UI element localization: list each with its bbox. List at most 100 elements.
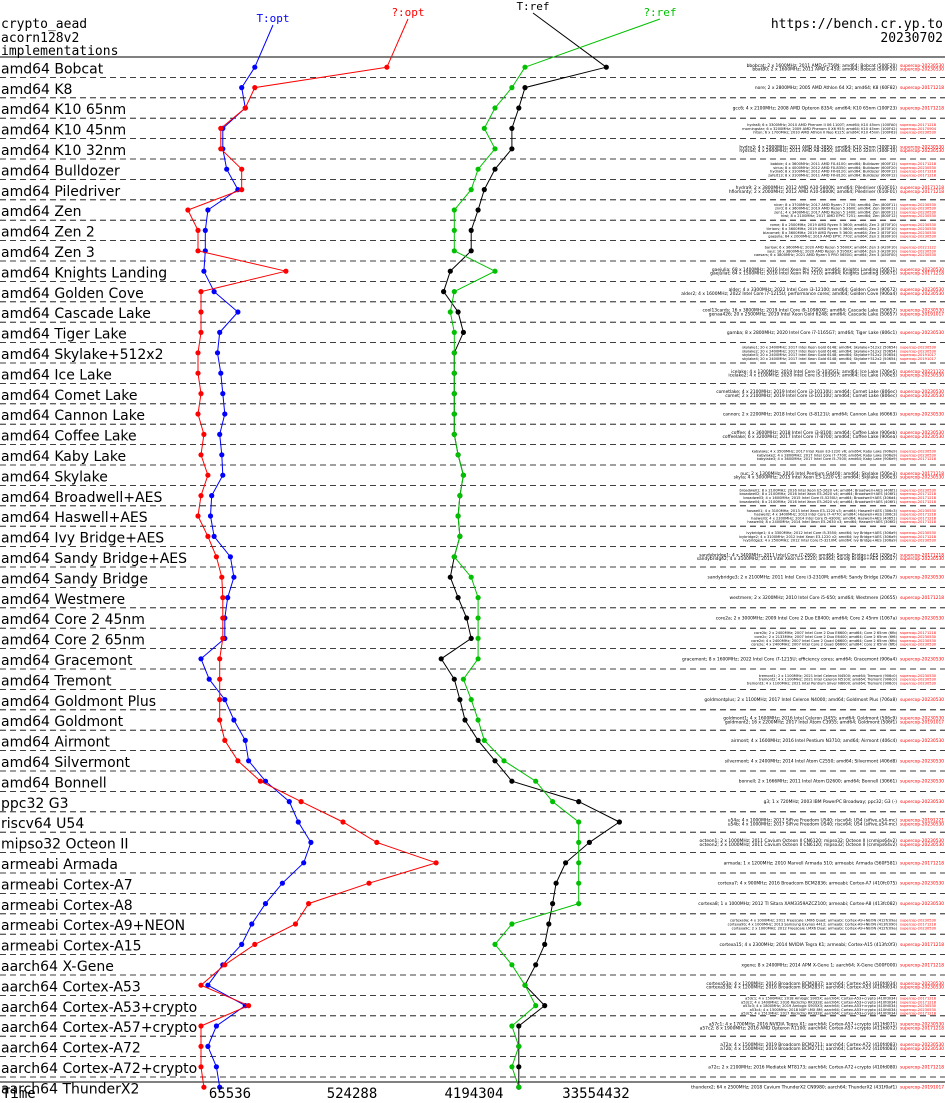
- machine-label: amd64 Broadwell+AES: [1, 490, 162, 506]
- machine-note: supercop-20191017: [900, 719, 944, 725]
- machine-note: supercop-20230530: [900, 926, 937, 930]
- data-point: [457, 533, 463, 540]
- data-point: [217, 676, 223, 682]
- machine-detail: haswell1; 4 x 3100MHz; 2013 Intel Xeon E…: [747, 509, 898, 513]
- machine-note: supercop-20230530: [900, 838, 944, 844]
- site-url: https://bench.cr.yp.to: [771, 17, 943, 32]
- machine-detail: g3; 1 x 720MHz; 2003 IBM PowerPC Broadwa…: [764, 799, 898, 805]
- machine-detail: hydra4; 4 x 2900MHz; 2011 AMD A8-3850; a…: [739, 148, 897, 154]
- data-point: [475, 207, 481, 213]
- machine-detail: silvermont; 4 x 2400MHz; 2014 Intel Atom…: [725, 758, 898, 764]
- machine-note: supercop-20171218: [900, 106, 944, 112]
- machine-label: amd64 Knights Landing: [1, 265, 167, 281]
- machine-note: supercop-20171218: [900, 189, 944, 195]
- data-point: [522, 982, 528, 988]
- data-point: [533, 1003, 539, 1009]
- machine-note: supercop-20191017: [900, 311, 944, 317]
- machine-note: supercop-20230530: [900, 842, 944, 848]
- data-point: [231, 574, 237, 580]
- data-point: [262, 901, 269, 907]
- machine-note: supercop-20230530: [900, 1008, 937, 1012]
- data-point: [218, 125, 224, 131]
- data-point: [533, 962, 539, 968]
- data-point: [231, 717, 237, 723]
- data-point: [185, 207, 191, 213]
- machine-note: supercop-20171218: [900, 271, 944, 277]
- machine-detail: broadwell3; 4 x 1600MHz; 2015 Intel Core…: [743, 496, 897, 500]
- machine-note: supercop-20230530: [900, 393, 944, 399]
- machine-note: supercop-20171218: [900, 1064, 944, 1070]
- machine-detail: kabylake3; 4 x 3600MHz; 2017 Intel Core …: [757, 457, 898, 461]
- data-point: [553, 880, 559, 886]
- machine-note: supercop-20171218: [900, 170, 937, 174]
- machine-note: supercop-20230530: [900, 235, 937, 239]
- data-point: [492, 166, 498, 172]
- data-point: [205, 1043, 211, 1049]
- machine-note: supercop-20230530: [900, 919, 937, 923]
- machine-label: amd64 Skylake: [1, 469, 108, 485]
- data-point: [576, 880, 582, 886]
- machine-detail: sirius; 8 x 4000MHz; 2012 AMD FX-8350; a…: [773, 166, 897, 170]
- data-point: [546, 921, 552, 927]
- data-point: [586, 839, 593, 846]
- data-point: [207, 513, 214, 519]
- machine-label: ppc32 G3: [1, 796, 69, 812]
- machine-note: supercop-20230530: [900, 738, 944, 744]
- data-point: [213, 1023, 219, 1029]
- machine-note: supercop-20171218: [900, 520, 937, 524]
- machine-detail: hydra3; 4 x 2900MHz; 2011 AMD A8-3850; a…: [739, 144, 897, 150]
- data-point: [563, 860, 569, 866]
- axis-layer: Time 65536 524288 4194304 33554432: [2, 1086, 630, 1102]
- data-point: [213, 554, 219, 560]
- data-point: [516, 1023, 522, 1029]
- data-point: [222, 411, 228, 417]
- data-point: [246, 758, 252, 764]
- data-point: [492, 758, 498, 764]
- data-point: [492, 105, 498, 111]
- legend-label: ?:opt: [391, 6, 424, 19]
- machine-detail: goldmont2; 16 x 2200MHz; 2017 Intel Atom…: [725, 719, 897, 725]
- machine-label: aarch64 Cortex-A72: [1, 1041, 141, 1057]
- machine-detail: bonnell; 2 x 1666MHz; 2011 Intel Atom D2…: [739, 779, 897, 785]
- machine-detail: kabylake; 4 x 3500MHz; 2017 Intel Xeon E…: [752, 450, 898, 454]
- machine-label: amd64 Cannon Lake: [1, 408, 145, 424]
- machine-label: amd64 Gracemont: [1, 653, 133, 669]
- legend-label: ?:ref: [643, 6, 676, 19]
- machine-note: supercop-20230530: [900, 203, 937, 207]
- machine-detail: coffee; 4 x 3600MHz; 2018 Intel Core i3-…: [731, 430, 897, 436]
- legend-leader: [254, 24, 274, 68]
- machine-label: armeabi Cortex-A7: [1, 877, 133, 893]
- data-point: [576, 819, 582, 825]
- machine-label: amd64 Bonnell: [1, 775, 107, 791]
- data-point: [198, 493, 204, 499]
- data-point: [257, 778, 263, 784]
- machine-note: supercop-20230530: [900, 63, 944, 69]
- machine-label: amd64 Sandy Bridge+AES: [1, 551, 187, 567]
- machine-label: aarch64 X-Gene: [1, 959, 114, 975]
- data-point: [219, 452, 225, 458]
- data-point: [509, 962, 515, 968]
- machine-note: supercop-20171218: [900, 595, 944, 601]
- machine-detail: ivybridge3; 4 x 2500MHz; 2012 Intel Core…: [743, 539, 897, 543]
- machine-note: supercop-20230530: [900, 330, 944, 336]
- machine-label: armeabi Cortex-A15: [1, 939, 142, 955]
- data-point: [205, 207, 211, 213]
- data-point: [451, 350, 457, 356]
- machine-detail: alder; 4 x 3300MHz; 2022 Intel Core i3-1…: [729, 287, 898, 293]
- data-point: [239, 166, 245, 172]
- machine-detail: u54b; 4 x 1000MHz; 2017 SiFive Freedom U…: [728, 821, 898, 827]
- machine-label: amd64 K10 32nm: [1, 143, 126, 159]
- machine-detail: hiton; 6 x 1700MHz; 2010 AMD Athlon II N…: [753, 131, 897, 135]
- machine-detail: zen1; 4 x 3400MHz; 2017 AMD Ryzen 5 1400…: [774, 210, 897, 214]
- machine-detail: broadwell1; 8 x 2100MHz; 2016 Intel Xeon…: [740, 488, 898, 492]
- machine-label: amd64 Core 2 45nm: [1, 612, 145, 628]
- data-point: [433, 860, 439, 866]
- machine-detail: cortexa9c; 2 x 1000MHz; 2012 Freescale i…: [732, 926, 898, 930]
- machine-note: supercop-20230530: [900, 556, 944, 562]
- data-point: [475, 656, 481, 662]
- data-point: [220, 472, 226, 478]
- primitive-label: crypto_aead: [1, 17, 87, 32]
- machine-note: supercop-20230530: [900, 373, 944, 379]
- machine-note: supercop-20230530: [900, 1004, 937, 1008]
- machine-note: supercop-20230530: [900, 434, 944, 440]
